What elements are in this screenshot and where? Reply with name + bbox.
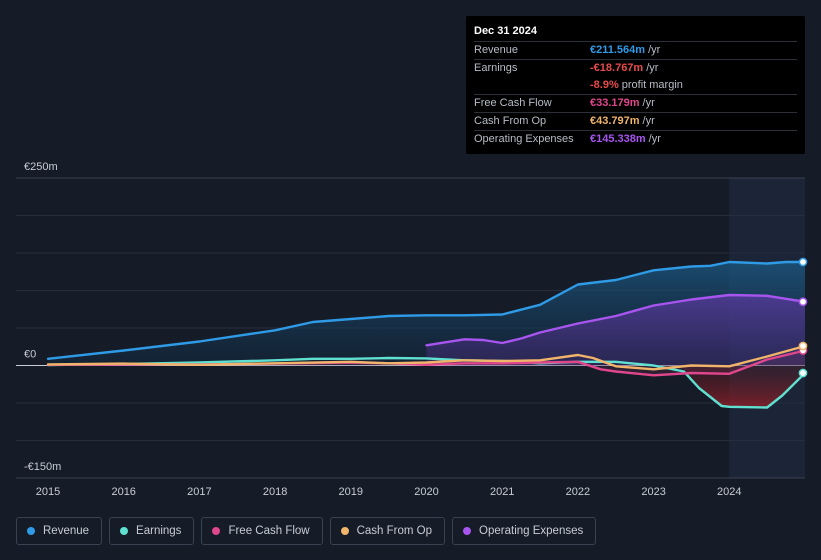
legend-label: Cash From Op <box>356 525 433 537</box>
operating-expenses-line <box>425 293 807 347</box>
label-layer: €250m €0 -€150m 2015 2016 2017 2018 2019 2020 202… <box>24 161 742 498</box>
tooltip-value: €43.797m <box>590 115 640 127</box>
tooltip-label: Earnings <box>474 62 518 74</box>
tooltip-unit: /yr <box>642 97 655 109</box>
x-tick-label: 2020 <box>414 486 438 498</box>
x-tick-label: 2015 <box>36 486 60 498</box>
x-tick-label: 2018 <box>263 486 287 498</box>
tooltip-unit: /yr <box>648 133 661 145</box>
legend-label: Revenue <box>43 525 90 537</box>
legend-dot-icon <box>120 527 129 535</box>
y-label-bottom: -€150m <box>24 461 61 473</box>
tooltip-unit: /yr <box>642 115 655 127</box>
tooltip-label: Cash From Op <box>474 115 547 127</box>
y-label-top: €250m <box>24 161 58 173</box>
tooltip-row-revenue: Revenue €211.564m/yr <box>474 41 797 58</box>
tooltip-row-profit-margin: -8.9% profit margin <box>474 77 797 93</box>
x-tick-label: 2023 <box>641 486 665 498</box>
tooltip-label: Operating Expenses <box>474 133 574 145</box>
legend-dot-icon <box>27 527 35 535</box>
tooltip-row-cash-from-op: Cash From Op €43.797m/yr <box>474 112 797 129</box>
free-cash-flow-area <box>48 350 805 376</box>
x-tick-label: 2024 <box>717 486 741 498</box>
tooltip-label: Free Cash Flow <box>474 97 552 109</box>
fill-layer <box>48 262 805 408</box>
legend-dot-icon <box>463 527 472 535</box>
earnings-negative-area <box>683 365 805 408</box>
x-tick-label: 2019 <box>339 486 363 498</box>
legend-label: Operating Expenses <box>479 525 584 537</box>
cash-from-op-line <box>46 344 807 371</box>
tooltip-value: €33.179m <box>590 97 640 109</box>
tooltip-label <box>474 77 590 93</box>
tooltip-row-operating-expenses: Operating Expenses €145.338m/yr <box>474 130 797 147</box>
tooltip-unit: /yr <box>648 44 661 56</box>
legend-item-earnings[interactable]: Earnings <box>109 517 195 545</box>
earnings-end-point <box>798 368 808 378</box>
legend-label: Earnings <box>136 525 182 537</box>
legend-item-free-cash-flow[interactable]: Free Cash Flow <box>201 517 323 545</box>
operating-expenses-area <box>426 295 805 366</box>
revenue-end-point <box>798 257 808 267</box>
tooltip-date: Dec 31 2024 <box>474 25 537 37</box>
tooltip-unit: /yr <box>646 62 659 74</box>
tooltip-row-earnings: Earnings -€18.767m/yr <box>474 59 797 76</box>
line-layer <box>46 257 808 409</box>
revenue-line <box>46 260 807 360</box>
y-label-zero: €0 <box>24 349 36 361</box>
legend-label: Free Cash Flow <box>228 525 310 537</box>
operating-expenses-end-point <box>798 297 808 307</box>
legend-item-revenue[interactable]: Revenue <box>16 517 103 545</box>
cash-from-op-end-point <box>798 341 808 351</box>
x-tick-label: 2022 <box>566 486 590 498</box>
tooltip-label: Revenue <box>474 44 519 56</box>
tooltip-value: €145.338m <box>590 133 646 145</box>
tooltip-unit: profit margin <box>621 79 683 91</box>
tooltip-value: €211.564m <box>590 44 646 56</box>
legend-dot-icon <box>340 527 349 535</box>
tooltip-panel: Dec 31 2024 Revenue €211.564m/yr Earnings -… <box>466 16 805 154</box>
legend-item-cash-from-op[interactable]: Cash From Op <box>329 517 446 545</box>
x-tick-label: 2016 <box>111 486 135 498</box>
tooltip-value: -€18.767m <box>590 62 644 74</box>
legend-item-operating-expenses[interactable]: Operating Expenses <box>452 517 597 545</box>
x-tick-label: 2017 <box>187 486 211 498</box>
tooltip-row-free-cash-flow: Free Cash Flow €33.179m/yr <box>474 94 797 111</box>
x-tick-label: 2021 <box>490 486 514 498</box>
legend-dot-icon <box>212 527 221 535</box>
legend: Revenue Earnings Free Cash Flow Cash From O… <box>16 517 603 545</box>
tooltip-value: -8.9% <box>590 79 619 91</box>
